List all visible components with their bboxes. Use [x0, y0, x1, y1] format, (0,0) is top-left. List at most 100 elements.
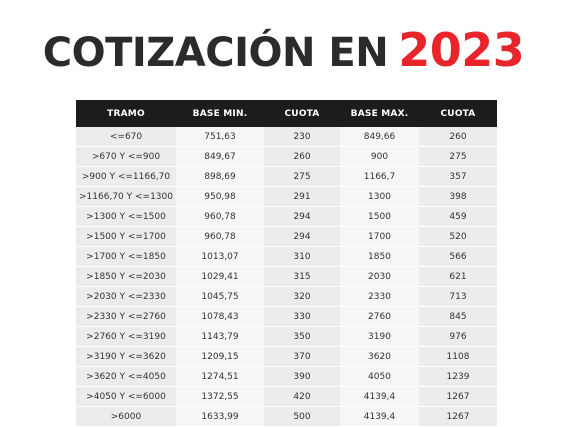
cell-tramo: >1850 Y <=2030 — [76, 266, 176, 287]
cell-tramo: >1700 Y <=1850 — [76, 246, 176, 267]
cell-tramo: >2330 Y <=2760 — [76, 306, 176, 327]
cell-base-max: 849,66 — [340, 127, 419, 147]
cell-base-min: 1143,79 — [176, 326, 264, 347]
cell-tramo: >670 Y <=900 — [76, 146, 176, 167]
cell-tramo: >2760 Y <=3190 — [76, 326, 176, 347]
cell-cuota-max: 1267 — [419, 406, 497, 427]
cell-cuota-min: 315 — [264, 266, 340, 287]
cell-base-min: 1029,41 — [176, 266, 264, 287]
cell-base-max: 1500 — [340, 206, 419, 227]
cell-base-min: 1078,43 — [176, 306, 264, 327]
cell-cuota-max: 275 — [419, 146, 497, 167]
cell-tramo: <=670 — [76, 127, 176, 147]
cell-base-min: 950,98 — [176, 186, 264, 207]
cell-tramo: >6000 — [76, 406, 176, 427]
cell-base-min: 751,63 — [176, 127, 264, 147]
cell-base-min: 1274,51 — [176, 366, 264, 387]
cell-cuota-min: 500 — [264, 406, 340, 427]
header-base-min: BASE MIN. — [176, 100, 264, 127]
table-body: <=670 751,63 230 849,66 260 >670 Y <=900 849,6… — [76, 127, 497, 427]
cell-base-min: 1633,99 — [176, 406, 264, 427]
title-main: COTIZACIÓN EN — [42, 30, 389, 76]
cell-base-max: 4050 — [340, 366, 419, 387]
cell-base-max: 4139,4 — [340, 406, 419, 427]
cell-tramo: >1300 Y <=1500 — [76, 206, 176, 227]
cell-cuota-max: 398 — [419, 186, 497, 207]
table-row: >670 Y <=900 849,67 260 900 275 — [76, 146, 497, 167]
cell-cuota-min: 420 — [264, 386, 340, 407]
cell-cuota-max: 845 — [419, 306, 497, 327]
cell-cuota-min: 275 — [264, 166, 340, 187]
page-title: COTIZACIÓN EN 2023 — [0, 22, 567, 81]
table-row: >1500 Y <=1700 960,78 294 1700 520 — [76, 226, 497, 247]
cell-base-max: 1700 — [340, 226, 419, 247]
cell-cuota-min: 310 — [264, 246, 340, 267]
header-cuota-min: CUOTA — [264, 100, 340, 127]
table-row: >4050 Y <=6000 1372,55 420 4139,4 1267 — [76, 386, 497, 407]
table-row: >1166,70 Y <=1300 950,98 291 1300 398 — [76, 186, 497, 207]
cell-base-min: 1209,15 — [176, 346, 264, 367]
cell-base-min: 1013,07 — [176, 246, 264, 267]
cell-cuota-min: 370 — [264, 346, 340, 367]
quota-table: TRAMO BASE MIN. CUOTA BASE MAX. CUOTA <=… — [76, 100, 497, 427]
cell-base-min: 898,69 — [176, 166, 264, 187]
table-row: >1300 Y <=1500 960,78 294 1500 459 — [76, 206, 497, 227]
cell-cuota-max: 520 — [419, 226, 497, 247]
table-row: >3620 Y <=4050 1274,51 390 4050 1239 — [76, 366, 497, 387]
cell-cuota-min: 260 — [264, 146, 340, 167]
cell-base-max: 2330 — [340, 286, 419, 307]
cell-base-min: 1045,75 — [176, 286, 264, 307]
table-row: >2760 Y <=3190 1143,79 350 3190 976 — [76, 326, 497, 347]
table-row: >1700 Y <=1850 1013,07 310 1850 566 — [76, 246, 497, 267]
cell-tramo: >3620 Y <=4050 — [76, 366, 176, 387]
cell-base-max: 1300 — [340, 186, 419, 207]
cell-cuota-min: 230 — [264, 127, 340, 147]
header-cuota-max: CUOTA — [419, 100, 497, 127]
table-row: >900 Y <=1166,70 898,69 275 1166,7 357 — [76, 166, 497, 187]
cell-base-min: 1372,55 — [176, 386, 264, 407]
cell-tramo: >2030 Y <=2330 — [76, 286, 176, 307]
cell-tramo: >1166,70 Y <=1300 — [76, 186, 176, 207]
cell-base-max: 1166,7 — [340, 166, 419, 187]
cell-base-max: 4139,4 — [340, 386, 419, 407]
cell-cuota-min: 294 — [264, 226, 340, 247]
cell-cuota-max: 357 — [419, 166, 497, 187]
cell-cuota-max: 621 — [419, 266, 497, 287]
cell-cuota-min: 330 — [264, 306, 340, 327]
cell-tramo: >900 Y <=1166,70 — [76, 166, 176, 187]
header-base-max: BASE MAX. — [340, 100, 419, 127]
cell-base-max: 3190 — [340, 326, 419, 347]
cell-cuota-min: 291 — [264, 186, 340, 207]
table-row: <=670 751,63 230 849,66 260 — [76, 127, 497, 147]
table-row: >2030 Y <=2330 1045,75 320 2330 713 — [76, 286, 497, 307]
cell-base-min: 960,78 — [176, 226, 264, 247]
title-year: 2023 — [398, 23, 525, 77]
cell-base-min: 849,67 — [176, 146, 264, 167]
cell-cuota-max: 566 — [419, 246, 497, 267]
cell-cuota-min: 320 — [264, 286, 340, 307]
cell-cuota-min: 294 — [264, 206, 340, 227]
cell-cuota-max: 976 — [419, 326, 497, 347]
cell-cuota-max: 1267 — [419, 386, 497, 407]
cell-tramo: >1500 Y <=1700 — [76, 226, 176, 247]
cell-base-min: 960,78 — [176, 206, 264, 227]
cell-cuota-max: 713 — [419, 286, 497, 307]
cell-cuota-max: 1239 — [419, 366, 497, 387]
cell-cuota-min: 390 — [264, 366, 340, 387]
cell-tramo: >4050 Y <=6000 — [76, 386, 176, 407]
cell-base-max: 900 — [340, 146, 419, 167]
table-row: >3190 Y <=3620 1209,15 370 3620 1108 — [76, 346, 497, 367]
cell-base-max: 2760 — [340, 306, 419, 327]
cell-tramo: >3190 Y <=3620 — [76, 346, 176, 367]
cell-cuota-max: 1108 — [419, 346, 497, 367]
table-header-row: TRAMO BASE MIN. CUOTA BASE MAX. CUOTA — [76, 100, 497, 127]
header-tramo: TRAMO — [76, 100, 176, 127]
cell-cuota-max: 260 — [419, 127, 497, 147]
cell-base-max: 1850 — [340, 246, 419, 267]
cell-cuota-max: 459 — [419, 206, 497, 227]
cell-cuota-min: 350 — [264, 326, 340, 347]
table-row: >2330 Y <=2760 1078,43 330 2760 845 — [76, 306, 497, 327]
cell-base-max: 3620 — [340, 346, 419, 367]
table-row: >1850 Y <=2030 1029,41 315 2030 621 — [76, 266, 497, 287]
table-row: >6000 1633,99 500 4139,4 1267 — [76, 406, 497, 427]
